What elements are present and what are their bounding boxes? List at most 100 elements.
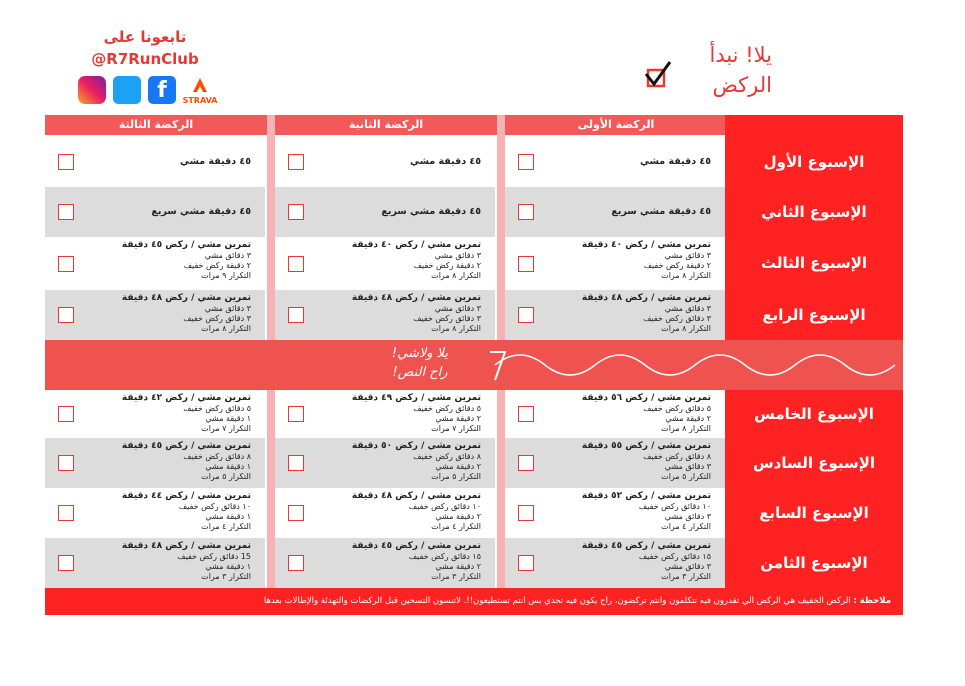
run-title: تمرين مشي / ركض ٤٨ دقيقة <box>121 541 251 551</box>
run-title: تمرين مشي / ركض ٥٠ دقيقة <box>351 441 481 451</box>
run-title: تمرين مشي / ركض ٥٢ دقيقة <box>581 491 711 501</box>
run-title: تمرين مشي / ركض ٤٠ دقيقة <box>581 240 711 250</box>
run-detail: ٨ دقائق ركض خفيف <box>413 452 481 461</box>
run-detail: ٣ دقائق مشي <box>434 251 481 260</box>
checkbox[interactable] <box>288 255 304 272</box>
checkbox[interactable] <box>58 307 74 323</box>
run-title: ٤٥ دقيقة مشي سريع <box>611 206 711 217</box>
checkbox[interactable] <box>288 555 304 571</box>
run-title: تمرين مشي / ركض ٤٨ دقيقة <box>121 293 251 303</box>
checkbox[interactable] <box>58 406 74 422</box>
run-detail: ١٠ دقائق ركض خفيف <box>178 502 251 511</box>
checkbox[interactable] <box>288 307 304 323</box>
banner-wave <box>490 351 896 381</box>
checkbox[interactable] <box>58 204 74 220</box>
run-title: تمرين مشي / ركض ٤٠ دقيقة <box>351 240 481 250</box>
run-title: تمرين مشي / ركض ٤٥ دقيقة <box>121 441 251 451</box>
plan-cell: تمرين مشي / ركض ٤٨ دقيقة ٣ دقائق مشي ٣ دقا… <box>505 290 725 340</box>
run-detail: ٣ دقائق مشي <box>204 251 251 260</box>
plan-cell: تمرين مشي / ركض ٤٨ دقيقة ٣ دقائق مشي ٣ دقا… <box>275 290 495 340</box>
run-detail: ٣ دقائق ركض خفيف <box>643 314 711 323</box>
instagram-icon[interactable] <box>78 76 106 104</box>
strava-logo[interactable]: STRAVA <box>182 96 218 105</box>
run-detail: ١ دقيقة مشي <box>205 462 251 471</box>
run-detail: ٥ دقائق ركض خفيف <box>643 404 711 413</box>
run-title: تمرين مشي / ركض ٤٥ دقيقة <box>581 541 711 551</box>
week-label: الإسبوع السادس <box>752 454 876 472</box>
plan-cell: تمرين مشي / ركض ٤٥ دقيقة ١٥ دقائق ركض خفي… <box>275 538 495 588</box>
run-detail: 15 دقائق ركض خفيف <box>177 552 251 561</box>
run-title: تمرين مشي / ركض ٤٨ دقيقة <box>581 293 711 303</box>
checkbox[interactable] <box>288 154 304 170</box>
column-header: الركضة الثالثة <box>118 118 194 131</box>
run-detail: ٣ دقائق مشي <box>204 304 251 313</box>
title-line: الركض <box>712 73 772 97</box>
plan-cell: تمرين مشي / ركض ٥٠ دقيقة ٨ دقائق ركض خفيف… <box>275 438 495 488</box>
plan-cell: تمرين مشي / ركض ٤٨ دقيقة 15 دقائق ركض خفي… <box>45 538 265 588</box>
run-detail: ٣ دقائق ركض خفيف <box>413 314 481 323</box>
run-title: ٤٥ دقيقة مشي سريع <box>381 206 481 217</box>
run-title: ٤٥ دقيقة مشي <box>180 156 251 167</box>
run-detail: التكرار ٨ مرات <box>661 271 711 280</box>
run-detail: ٣ دقائق مشي <box>434 304 481 313</box>
banner: يلا ولاشي! راح النص! <box>45 340 903 390</box>
run-detail: ١٥ دقائق ركض خفيف <box>408 552 481 561</box>
checkbox[interactable] <box>518 154 534 170</box>
checkbox[interactable] <box>518 455 534 471</box>
run-title: ٤٥ دقيقة مشي <box>640 156 711 167</box>
banner-line: راح النص! <box>392 365 448 380</box>
twitter-icon[interactable] <box>113 76 141 104</box>
run-title: تمرين مشي / ركض ٤٤ دقيقة <box>121 491 251 501</box>
plan-cell: ٤٥ دقيقة مشي <box>505 137 725 187</box>
run-title: تمرين مشي / ركض ٤٨ دقيقة <box>351 491 481 501</box>
plan-cell: ٤٥ دقيقة مشي سريع <box>505 187 725 237</box>
checkbox[interactable] <box>288 455 304 471</box>
facebook-icon[interactable]: f <box>148 76 176 104</box>
run-title: تمرين مشي / ركض ٥٦ دقيقة <box>581 393 711 403</box>
column-header: الركضة الأولى <box>577 118 655 131</box>
checkbox[interactable] <box>288 204 304 220</box>
checkbox[interactable] <box>518 406 534 422</box>
checkbox[interactable] <box>288 406 304 422</box>
run-detail: ١ دقيقة مشي <box>205 512 251 521</box>
plan-cell: تمرين مشي / ركض ٤٤ دقيقة ١٠ دقائق ركض خفي… <box>45 488 265 538</box>
run-detail: التكرار ٥ مرات <box>201 472 251 481</box>
run-detail: ٢ دقيقة مشي <box>435 562 481 571</box>
banner-line: يلا ولاشي! <box>391 346 449 361</box>
run-detail: ٢ دقيقة مشي <box>435 462 481 471</box>
run-detail: ٣ دقائق مشي <box>664 462 711 471</box>
run-title: ٤٥ دقيقة مشي <box>410 156 481 167</box>
checkbox[interactable] <box>58 154 74 170</box>
banner-text: يلا ولاشي! راح النص! <box>365 344 475 382</box>
checkbox[interactable] <box>518 505 534 521</box>
plan-cell: تمرين مشي / ركض ٤٩ دقيقة ٥ دقائق ركض خفيف… <box>275 390 495 438</box>
run-title: تمرين مشي / ركض ٥٥ دقيقة <box>581 441 711 451</box>
run-detail: ١٠ دقائق ركض خفيف <box>408 502 481 511</box>
checkbox[interactable] <box>58 455 74 471</box>
checkbox[interactable] <box>288 505 304 521</box>
plan-cell: ٤٥ دقيقة مشي سريع <box>275 187 495 237</box>
week-label: الإسبوع الثامن <box>760 554 868 572</box>
checkbox[interactable] <box>58 555 74 571</box>
checkbox[interactable] <box>518 555 534 571</box>
run-detail: ٨ دقائق ركض خفيف <box>643 452 711 461</box>
plan-cell: ٤٥ دقيقة مشي <box>45 137 265 187</box>
run-detail: التكرار ٩ مرات <box>201 271 251 280</box>
run-detail: ١ دقيقة مشي <box>205 562 251 571</box>
checkbox[interactable] <box>58 505 74 521</box>
checkbox[interactable] <box>518 255 534 272</box>
week-label: الإسبوع الخامس <box>754 405 874 423</box>
run-detail: التكرار ٤ مرات <box>431 522 481 531</box>
run-detail: التكرار ٤ مرات <box>201 522 251 531</box>
run-detail: ٣ دقائق مشي <box>664 562 711 571</box>
plan-cell: ٤٥ دقيقة مشي <box>275 137 495 187</box>
run-title: تمرين مشي / ركض ٤٨ دقيقة <box>351 293 481 303</box>
week-label: الإسبوع السابع <box>759 504 869 522</box>
checkbox[interactable] <box>518 204 534 220</box>
run-detail: التكرار ٨ مرات <box>201 324 251 333</box>
checkbox[interactable] <box>58 255 74 272</box>
note-label: ملاحظة : <box>853 596 891 606</box>
checkbox[interactable] <box>518 307 534 323</box>
plan-cell: تمرين مشي / ركض ٤٨ دقيقة ١٠ دقائق ركض خفي… <box>275 488 495 538</box>
